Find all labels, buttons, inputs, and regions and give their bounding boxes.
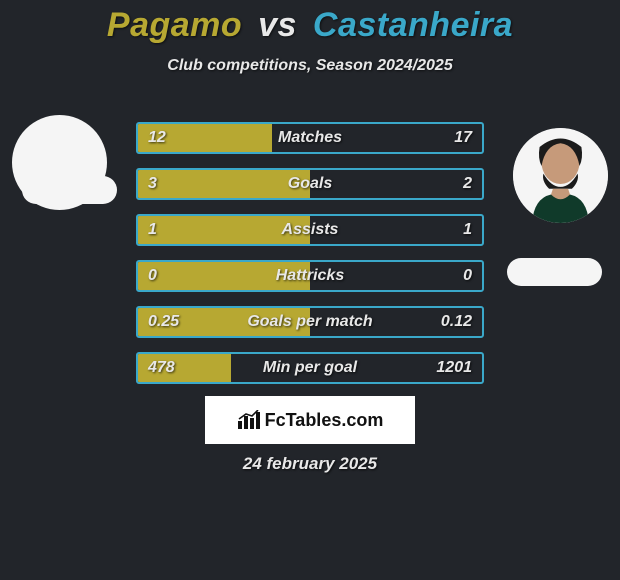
club-badge-player1 bbox=[22, 176, 117, 204]
stat-bar: 478Min per goal1201 bbox=[136, 352, 484, 384]
stat-bar: 12Matches17 bbox=[136, 122, 484, 154]
page-title: Pagamo vs Castanheira bbox=[0, 0, 620, 45]
stat-label: Assists bbox=[138, 221, 482, 239]
chart-icon bbox=[237, 410, 261, 430]
avatar-player2 bbox=[513, 128, 608, 223]
stat-value-right: 0.12 bbox=[441, 313, 472, 331]
stat-bar: 1Assists1 bbox=[136, 214, 484, 246]
stat-label: Goals bbox=[138, 175, 482, 193]
stat-value-right: 0 bbox=[463, 267, 472, 285]
subtitle: Club competitions, Season 2024/2025 bbox=[0, 57, 620, 75]
title-player1: Pagamo bbox=[107, 6, 242, 44]
stat-value-right: 2 bbox=[463, 175, 472, 193]
stat-label: Min per goal bbox=[138, 359, 482, 377]
stat-bar: 0.25Goals per match0.12 bbox=[136, 306, 484, 338]
stat-bar: 3Goals2 bbox=[136, 168, 484, 200]
stat-label: Goals per match bbox=[138, 313, 482, 331]
branding-badge: FcTables.com bbox=[205, 396, 415, 444]
stat-value-right: 17 bbox=[454, 129, 472, 147]
club-badge-player2 bbox=[507, 258, 602, 286]
branding-text: FcTables.com bbox=[265, 410, 384, 431]
title-vs: vs bbox=[258, 6, 297, 44]
stat-bar: 0Hattricks0 bbox=[136, 260, 484, 292]
title-player2: Castanheira bbox=[313, 6, 513, 44]
date-text: 24 february 2025 bbox=[0, 454, 620, 474]
stat-label: Matches bbox=[138, 129, 482, 147]
stats-bars: 12Matches173Goals21Assists10Hattricks00.… bbox=[136, 122, 484, 384]
stat-value-right: 1201 bbox=[436, 359, 472, 377]
stat-label: Hattricks bbox=[138, 267, 482, 285]
stat-value-right: 1 bbox=[463, 221, 472, 239]
